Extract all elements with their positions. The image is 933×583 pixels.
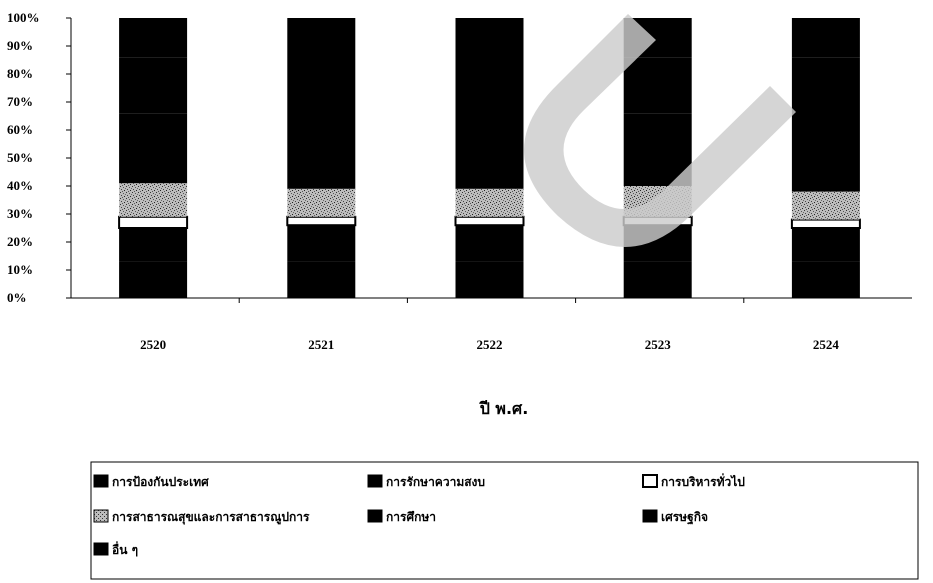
legend-swatch	[93, 542, 109, 556]
legend: การป้องกันประเทศ การรักษาความสงบ การบริหาร…	[93, 473, 745, 557]
legend-label: การรักษาความสงบ	[386, 475, 485, 489]
bar-segment	[287, 18, 356, 60]
bar-segment	[791, 116, 860, 192]
y-tick-label: 50%	[7, 150, 33, 165]
bar-segment	[119, 113, 188, 184]
bar-segment	[455, 188, 524, 217]
bar-segment	[287, 60, 356, 116]
legend-swatch	[367, 474, 383, 488]
bar-segment	[119, 57, 188, 114]
x-tick-label: 2524	[813, 337, 840, 352]
bar-segment	[790, 218, 861, 230]
legend-swatch	[93, 474, 109, 488]
bar-segment	[455, 60, 524, 116]
y-tick-label: 90%	[7, 38, 33, 53]
x-axis-label: ปี พ.ศ.	[478, 399, 528, 418]
bar-segment	[455, 261, 524, 298]
bar-segment	[623, 261, 692, 298]
bars	[118, 18, 861, 298]
y-tick-label: 0%	[7, 290, 27, 305]
bar-segment	[286, 215, 357, 227]
x-ticks: 2520 2521 2522 2523 2524	[140, 298, 839, 352]
legend-label: การสาธารณสุขและการสาธารณูปการ	[112, 510, 310, 525]
watermark-logo	[524, 14, 796, 247]
y-tick-label: 10%	[7, 262, 33, 277]
bar-segment	[119, 228, 188, 262]
legend-box	[90, 461, 919, 580]
legend-label: การศึกษา	[386, 510, 436, 524]
bar-segment	[791, 57, 860, 116]
bar-segment	[118, 215, 189, 230]
x-tick-label: 2523	[645, 337, 672, 352]
bar-segment	[623, 113, 692, 186]
bar-segment	[119, 183, 188, 217]
bar-segment	[287, 188, 356, 217]
bar-segment	[454, 215, 525, 227]
bar-segment	[791, 228, 860, 262]
bar-segment	[119, 18, 188, 58]
bar-segment	[791, 261, 860, 298]
y-tick-label: 20%	[7, 234, 33, 249]
y-tick-label: 70%	[7, 94, 33, 109]
legend-label: การบริหารทั่วไป	[661, 473, 745, 489]
legend-swatch	[93, 509, 109, 523]
legend-swatch	[642, 509, 658, 523]
y-tick-label: 100%	[7, 10, 40, 25]
x-tick-label: 2521	[308, 337, 334, 352]
bar-segment	[287, 261, 356, 298]
legend-swatch	[642, 474, 658, 488]
bar-segment	[791, 18, 860, 58]
y-tick-label: 40%	[7, 178, 33, 193]
y-tick-label: 60%	[7, 122, 33, 137]
y-tick-label: 80%	[7, 66, 33, 81]
legend-label: อื่น ๆ	[112, 541, 138, 557]
bar-segment	[287, 225, 356, 262]
bar-segment	[791, 191, 860, 220]
y-ticks: 0% 10% 20% 30% 40% 50% 60% 70% 80% 90% 100%	[7, 10, 71, 305]
legend-label: เศรษฐกิจ	[661, 510, 708, 525]
bar-segment	[119, 261, 188, 298]
bar-segment	[287, 116, 356, 189]
bar-segment	[623, 57, 692, 114]
y-tick-label: 30%	[7, 206, 33, 221]
x-tick-label: 2522	[477, 337, 503, 352]
bar-segment	[455, 225, 524, 262]
x-tick-label: 2520	[140, 337, 166, 352]
bar-segment	[455, 116, 524, 189]
bar-segment	[455, 18, 524, 60]
legend-label: การป้องกันประเทศ	[112, 475, 209, 489]
legend-swatch	[367, 509, 383, 523]
